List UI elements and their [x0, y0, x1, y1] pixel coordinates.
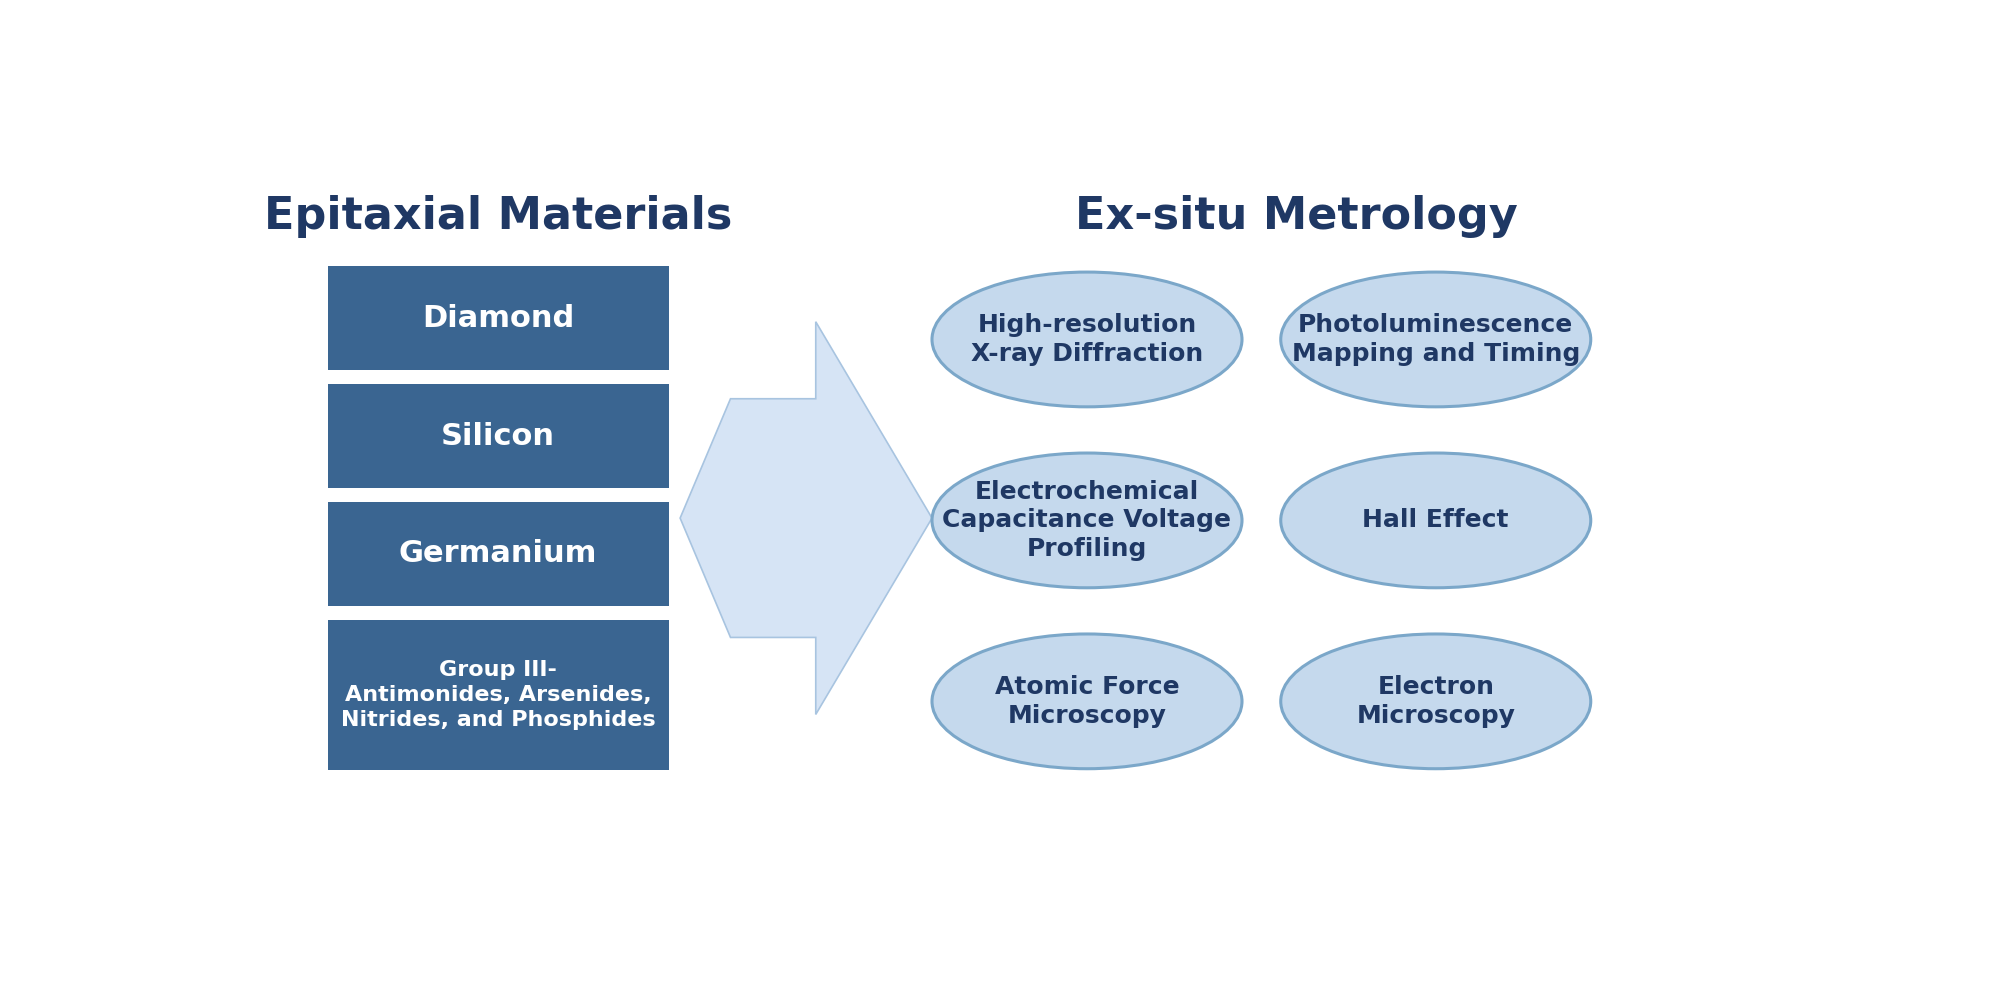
- FancyBboxPatch shape: [328, 384, 668, 488]
- Text: Hall Effect: Hall Effect: [1362, 508, 1510, 532]
- FancyBboxPatch shape: [328, 502, 668, 606]
- Text: Silicon: Silicon: [440, 422, 556, 451]
- Text: Group III-
Antimonides, Arsenides,
Nitrides, and Phosphides: Group III- Antimonides, Arsenides, Nitri…: [340, 660, 656, 730]
- Text: Diamond: Diamond: [422, 304, 574, 333]
- Text: Photoluminescence
Mapping and Timing: Photoluminescence Mapping and Timing: [1292, 313, 1580, 366]
- Text: Electron
Microscopy: Electron Microscopy: [1356, 675, 1516, 728]
- Text: Ex-situ Metrology: Ex-situ Metrology: [1074, 195, 1518, 238]
- FancyBboxPatch shape: [328, 620, 668, 770]
- Text: High-resolution
X-ray Diffraction: High-resolution X-ray Diffraction: [970, 313, 1204, 366]
- Ellipse shape: [1280, 453, 1590, 588]
- Text: Atomic Force
Microscopy: Atomic Force Microscopy: [994, 675, 1180, 728]
- Ellipse shape: [932, 272, 1242, 407]
- Polygon shape: [680, 322, 932, 714]
- Text: Electrochemical
Capacitance Voltage
Profiling: Electrochemical Capacitance Voltage Prof…: [942, 480, 1232, 561]
- Ellipse shape: [932, 634, 1242, 769]
- Ellipse shape: [932, 453, 1242, 588]
- Text: Germanium: Germanium: [398, 539, 598, 568]
- Ellipse shape: [1280, 634, 1590, 769]
- FancyBboxPatch shape: [328, 266, 668, 370]
- Ellipse shape: [1280, 272, 1590, 407]
- Text: Epitaxial Materials: Epitaxial Materials: [264, 195, 732, 238]
